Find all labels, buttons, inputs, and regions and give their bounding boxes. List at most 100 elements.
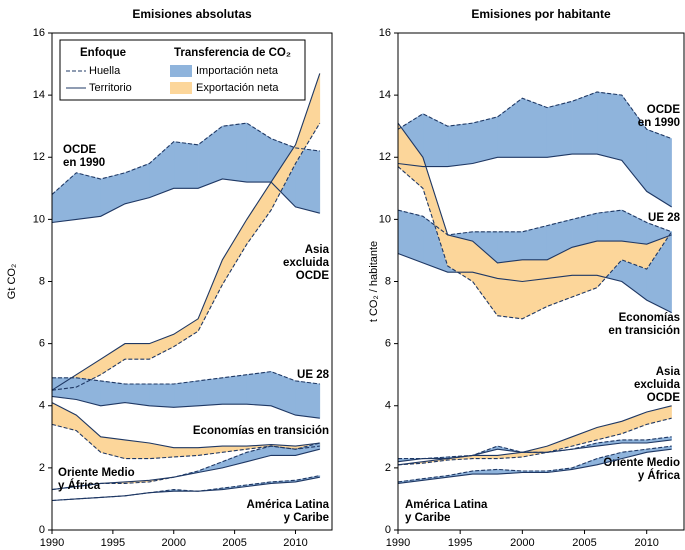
legend-label: Exportación neta	[196, 82, 279, 94]
transfer-fill	[222, 218, 248, 286]
transfer-fill	[100, 343, 126, 376]
y-tick-label: 2	[385, 462, 391, 474]
territory-line	[51, 395, 320, 419]
footprint-line	[397, 209, 672, 236]
legend-swatch	[170, 82, 192, 94]
x-tick-label: 2000	[161, 537, 185, 549]
transfer-fill	[571, 458, 598, 470]
transfer-fill	[197, 377, 223, 407]
footprint-line	[397, 445, 672, 483]
transfer-fill	[173, 141, 199, 189]
region-label: y Caribe	[284, 512, 329, 524]
plot-frame	[51, 32, 333, 531]
y-tick-label: 16	[33, 27, 45, 39]
transfer-fill	[621, 411, 647, 435]
region-label: Asia	[656, 366, 681, 378]
transfer-fill	[100, 436, 126, 459]
region-label: América Latina	[405, 499, 488, 511]
x-tick-label: 1990	[40, 537, 64, 549]
y-tick-label: 10	[379, 213, 391, 225]
y-tick-label: 8	[39, 275, 45, 287]
x-tick-label: 2010	[634, 537, 658, 549]
transfer-fill	[197, 259, 223, 332]
transfer-fill	[222, 374, 248, 405]
transfer-fill	[447, 122, 473, 167]
territory-line	[397, 153, 672, 208]
territory-line	[397, 122, 672, 264]
footprint-line	[397, 91, 672, 140]
transfer-fill	[149, 383, 175, 408]
footprint-line	[52, 371, 320, 385]
transfer-fill	[295, 147, 321, 214]
territory-line	[51, 73, 321, 391]
region-label: y Caribe	[405, 512, 450, 524]
transfer-fill	[149, 333, 175, 360]
region-label: Oriente Medio	[603, 457, 680, 469]
chart-title: Emisiones por habitante	[471, 7, 611, 21]
transfer-fill	[222, 122, 248, 183]
transfer-fill	[100, 380, 126, 407]
transfer-fill	[246, 122, 272, 183]
y-tick-label: 16	[379, 27, 391, 39]
chart-title: Emisiones absolutas	[132, 7, 252, 21]
transfer-fill	[571, 91, 598, 155]
transfer-fill	[51, 172, 77, 223]
y-tick-label: 4	[385, 400, 391, 412]
region-label: y África	[58, 479, 101, 492]
transfer-fill	[124, 383, 150, 407]
transfer-fill	[621, 94, 647, 193]
transfer-fill	[173, 318, 199, 348]
y-tick-label: 2	[39, 462, 45, 474]
y-tick-label: 12	[379, 151, 391, 163]
footprint-line	[397, 417, 672, 466]
legend-title: Enfoque	[80, 47, 126, 59]
y-tick-label: 8	[385, 275, 391, 287]
footprint-line	[51, 122, 320, 195]
region-label: en 1990	[638, 117, 680, 129]
region-label: UE 28	[648, 212, 681, 224]
y-tick-label: 6	[385, 338, 391, 350]
y-tick-label: 12	[33, 151, 45, 163]
transfer-fill	[472, 116, 498, 164]
y-tick-label: 0	[39, 524, 45, 536]
legend-title: Transferencia de CO₂	[174, 47, 291, 59]
region-label: OCDE	[647, 104, 681, 116]
transfer-fill	[246, 371, 272, 407]
transfer-fill	[295, 380, 321, 419]
y-axis-label: Gt CO₂	[6, 264, 18, 299]
footprint-line	[398, 436, 672, 460]
transfer-fill	[124, 163, 150, 205]
legend-swatch	[170, 65, 192, 77]
x-tick-label: 2000	[510, 537, 534, 549]
legend-label: Huella	[89, 65, 121, 77]
transfer-fill	[522, 97, 548, 158]
transfer-fill	[522, 259, 548, 320]
x-tick-label: 2010	[283, 537, 307, 549]
region-label: en transición	[608, 325, 680, 337]
footprint-line	[51, 442, 320, 491]
y-tick-label: 14	[33, 89, 45, 101]
legend-label: Importación neta	[196, 65, 279, 77]
transfer-fill	[546, 100, 573, 158]
y-tick-label: 10	[33, 213, 45, 225]
footprint-line	[51, 122, 321, 391]
territory-line	[51, 178, 320, 224]
territory-line	[51, 402, 320, 449]
transfer-fill	[447, 234, 473, 283]
transfer-fill	[124, 343, 150, 360]
region-label: OCDE	[296, 270, 330, 282]
x-tick-label: 1995	[448, 537, 472, 549]
transfer-fill	[76, 377, 101, 407]
y-tick-label: 4	[39, 400, 45, 412]
transfer-fill	[596, 91, 623, 161]
transfer-fill	[173, 380, 199, 408]
x-tick-label: 1990	[386, 537, 410, 549]
footprint-line	[397, 166, 673, 320]
region-label: OCDE	[647, 392, 681, 404]
region-label: UE 28	[297, 369, 330, 381]
transfer-fill	[76, 172, 101, 220]
legend-label: Territorio	[89, 82, 132, 94]
y-tick-label: 0	[385, 524, 391, 536]
region-label: excluida	[634, 379, 681, 391]
